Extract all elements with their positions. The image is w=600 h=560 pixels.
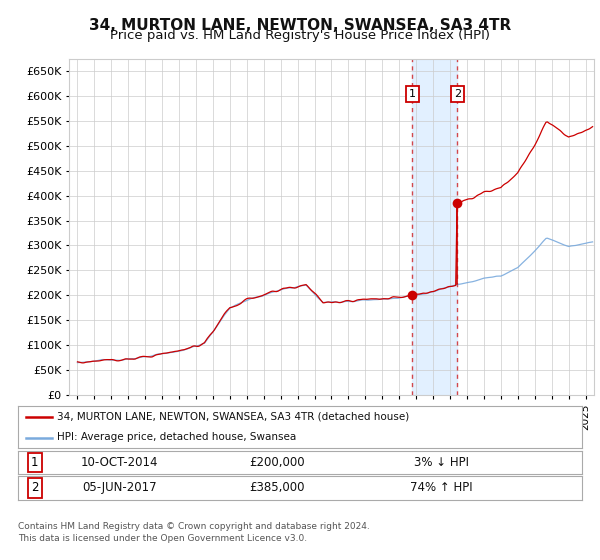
Text: 2: 2 bbox=[31, 481, 38, 494]
Text: 1: 1 bbox=[31, 456, 38, 469]
Text: £200,000: £200,000 bbox=[250, 456, 305, 469]
Text: 10-OCT-2014: 10-OCT-2014 bbox=[81, 456, 158, 469]
Text: 3% ↓ HPI: 3% ↓ HPI bbox=[413, 456, 469, 469]
Text: 2: 2 bbox=[454, 89, 461, 99]
Text: 34, MURTON LANE, NEWTON, SWANSEA, SA3 4TR (detached house): 34, MURTON LANE, NEWTON, SWANSEA, SA3 4T… bbox=[58, 412, 410, 422]
Text: 1: 1 bbox=[409, 89, 416, 99]
Text: HPI: Average price, detached house, Swansea: HPI: Average price, detached house, Swan… bbox=[58, 432, 297, 442]
Text: 74% ↑ HPI: 74% ↑ HPI bbox=[410, 481, 472, 494]
Text: 34, MURTON LANE, NEWTON, SWANSEA, SA3 4TR: 34, MURTON LANE, NEWTON, SWANSEA, SA3 4T… bbox=[89, 18, 511, 33]
Bar bbox=[412, 59, 457, 395]
Text: Price paid vs. HM Land Registry's House Price Index (HPI): Price paid vs. HM Land Registry's House … bbox=[110, 29, 490, 42]
Text: £385,000: £385,000 bbox=[250, 481, 305, 494]
Text: Contains HM Land Registry data © Crown copyright and database right 2024.
This d: Contains HM Land Registry data © Crown c… bbox=[18, 522, 370, 543]
Text: 05-JUN-2017: 05-JUN-2017 bbox=[82, 481, 157, 494]
